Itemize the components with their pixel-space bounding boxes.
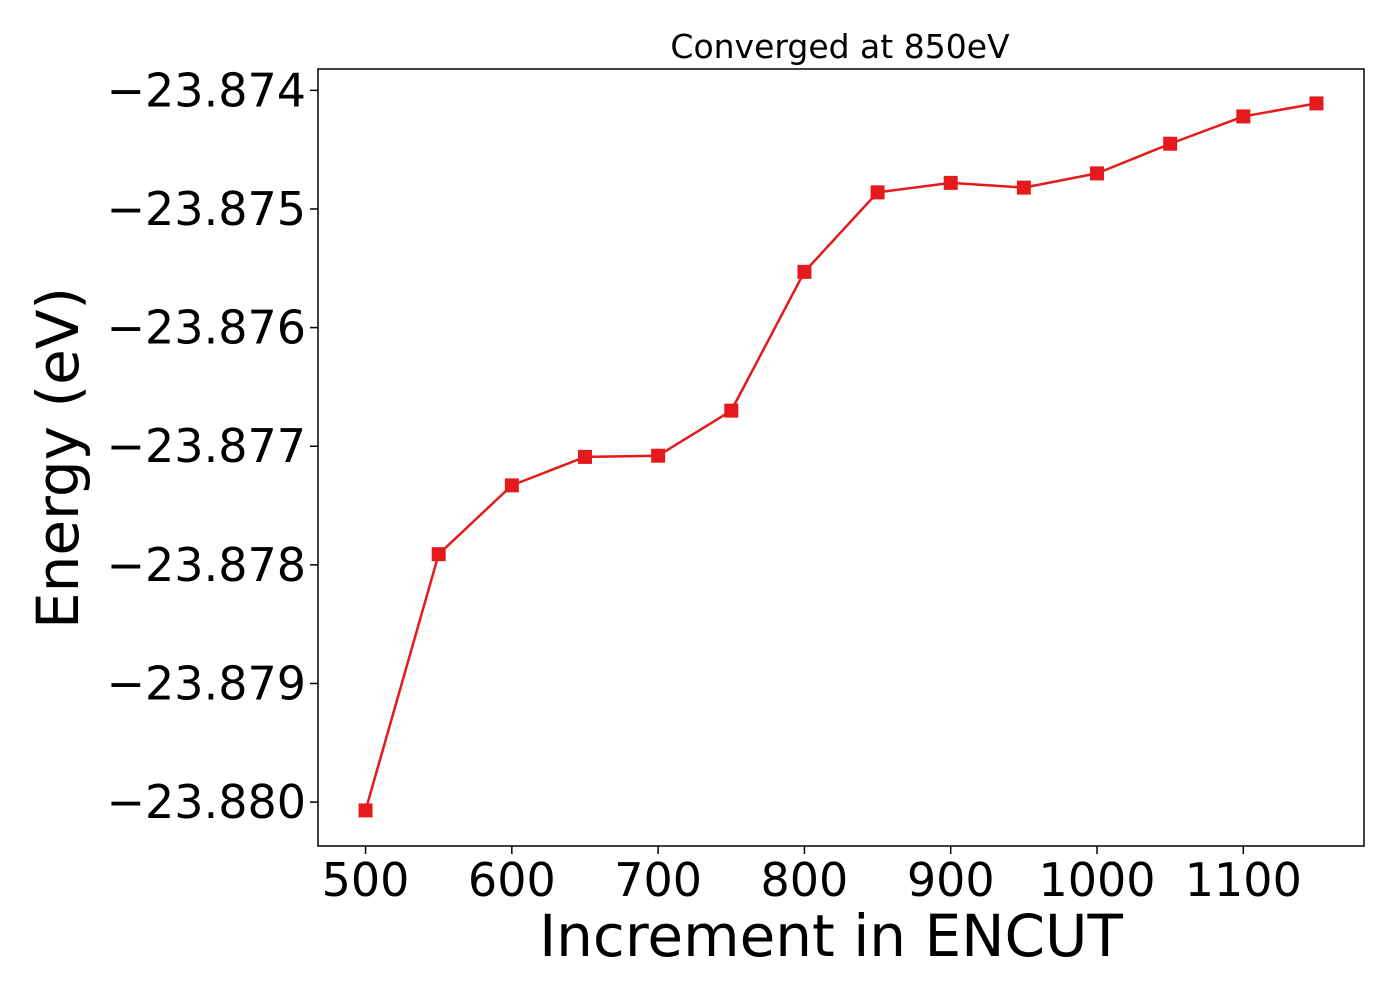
series-line	[364, 102, 1317, 811]
x-tick-label: 1000	[1038, 853, 1155, 907]
data-point-marker	[870, 185, 885, 200]
x-axis-label: Increment in ENCUT	[539, 902, 1123, 970]
data-point-marker	[1163, 136, 1178, 151]
data-point-marker	[431, 547, 446, 562]
data-point-marker	[577, 449, 592, 464]
x-tick-label: 700	[614, 853, 702, 907]
y-tick-label: −23.879	[107, 656, 307, 710]
x-tick-label: 1100	[1185, 853, 1302, 907]
data-point-marker	[358, 803, 373, 818]
y-tick-label: −23.880	[107, 775, 307, 829]
y-tick-label: −23.878	[107, 538, 307, 592]
data-point-marker	[1090, 166, 1105, 181]
y-tick-label: −23.877	[107, 419, 307, 473]
data-point-marker	[797, 264, 812, 279]
y-tick-label: −23.875	[107, 182, 307, 236]
data-point-marker	[943, 175, 958, 190]
chart-title: Converged at 850eV	[670, 27, 1010, 66]
data-point-marker	[724, 403, 739, 418]
x-tick-label: 900	[907, 853, 995, 907]
data-point-marker	[651, 448, 666, 463]
y-tick-label: −23.876	[107, 301, 307, 355]
data-point-marker	[1236, 109, 1251, 124]
x-tick-label: 600	[468, 853, 556, 907]
plot-area	[358, 96, 1324, 818]
data-point-marker	[504, 478, 519, 493]
x-tick-label: 800	[761, 853, 849, 907]
data-point-marker	[1016, 180, 1031, 195]
x-tick-label: 500	[322, 853, 410, 907]
y-tick-label: −23.874	[107, 63, 307, 117]
y-axis-label: Energy (eV)	[24, 287, 92, 629]
axis-ticks: 500 600 700 800 900 1000 1100 −23.874 −23.875 −23…	[107, 63, 1302, 907]
data-point-marker	[1309, 96, 1324, 111]
plot-frame	[317, 68, 1365, 847]
